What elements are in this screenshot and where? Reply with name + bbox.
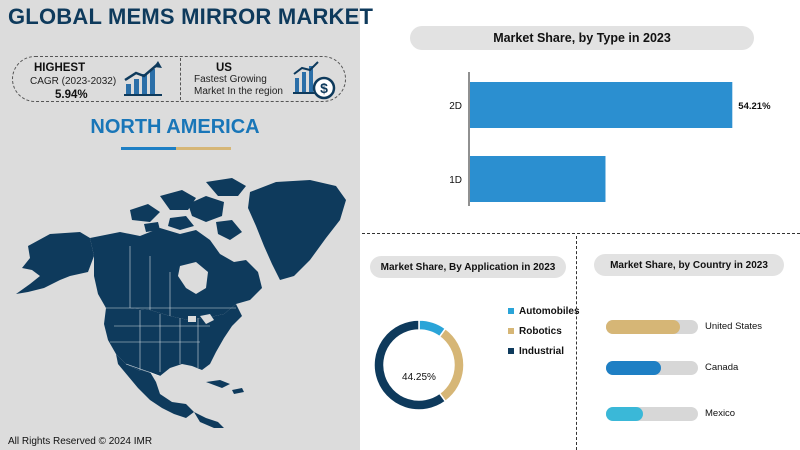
legend-swatch bbox=[508, 328, 514, 334]
type-bar-chart: 2D 54.21% 1D bbox=[449, 72, 771, 206]
legend-item-industrial: Industrial bbox=[508, 342, 580, 360]
country-bar-fill bbox=[606, 407, 643, 421]
dollar-chart-icon: $ bbox=[293, 61, 336, 100]
left-panel: GLOBAL MEMS MIRROR MARKET HIGHEST CAGR (… bbox=[0, 0, 373, 450]
donut-slice-robotics bbox=[438, 327, 465, 403]
legend-item-robotics: Robotics bbox=[508, 322, 580, 340]
stats-divider bbox=[180, 58, 181, 100]
north-america-map bbox=[16, 178, 346, 428]
region-underline-gold bbox=[176, 147, 231, 150]
type-bar-1d bbox=[470, 156, 606, 202]
country-label: United States bbox=[705, 321, 763, 332]
country-bar-fill bbox=[606, 361, 662, 375]
region-underline-blue bbox=[121, 147, 176, 150]
region-heading: NORTH AMERICA bbox=[90, 116, 260, 138]
section-divider-horizontal bbox=[362, 233, 800, 234]
donut-slice-industrial bbox=[373, 319, 447, 411]
copyright-text: All Rights Reserved © 2024 IMR bbox=[8, 436, 153, 447]
growth-chart-icon bbox=[124, 61, 162, 96]
legend-label: Automobiles bbox=[519, 305, 580, 317]
legend-label: Robotics bbox=[519, 325, 562, 337]
legend-swatch bbox=[508, 308, 514, 314]
stat-us-sub1: Fastest Growing bbox=[194, 74, 267, 85]
country-label: Canada bbox=[705, 362, 739, 373]
type-chart-title: Market Share, by Type in 2023 bbox=[410, 26, 754, 50]
stat-us-head: US bbox=[216, 62, 232, 74]
svg-text:$: $ bbox=[320, 80, 328, 96]
stat-cagr-sub: CAGR (2023-2032) bbox=[30, 76, 117, 87]
legend-swatch bbox=[508, 348, 514, 354]
legend-label: Industrial bbox=[519, 345, 565, 357]
application-chart-title: Market Share, By Application in 2023 bbox=[370, 256, 566, 278]
country-bar-mexico bbox=[606, 407, 698, 421]
country-chart-title: Market Share, by Country in 2023 bbox=[594, 254, 784, 276]
stat-us-sub2: Market In the region bbox=[194, 86, 283, 97]
country-bar-fill bbox=[606, 320, 680, 334]
type-category-label: 2D bbox=[449, 101, 462, 112]
section-divider-vertical bbox=[576, 236, 577, 450]
donut-center-label: 44.25% bbox=[402, 372, 436, 383]
application-legend: Automobiles Robotics Industrial bbox=[508, 302, 580, 362]
application-donut-chart: 44.25% bbox=[373, 319, 465, 411]
page-title: GLOBAL MEMS MIRROR MARKET bbox=[8, 4, 374, 29]
legend-item-automobiles: Automobiles bbox=[508, 302, 580, 320]
stats-box bbox=[12, 56, 346, 102]
type-category-label: 1D bbox=[449, 175, 462, 186]
stat-cagr-value: 5.94% bbox=[55, 89, 88, 101]
stat-cagr-head: HIGHEST bbox=[34, 62, 86, 74]
type-value-label: 54.21% bbox=[738, 101, 771, 112]
country-bar-canada bbox=[606, 361, 698, 375]
type-bar-2d bbox=[470, 82, 733, 128]
country-label: Mexico bbox=[705, 408, 736, 419]
country-bar-united-states bbox=[606, 320, 698, 334]
